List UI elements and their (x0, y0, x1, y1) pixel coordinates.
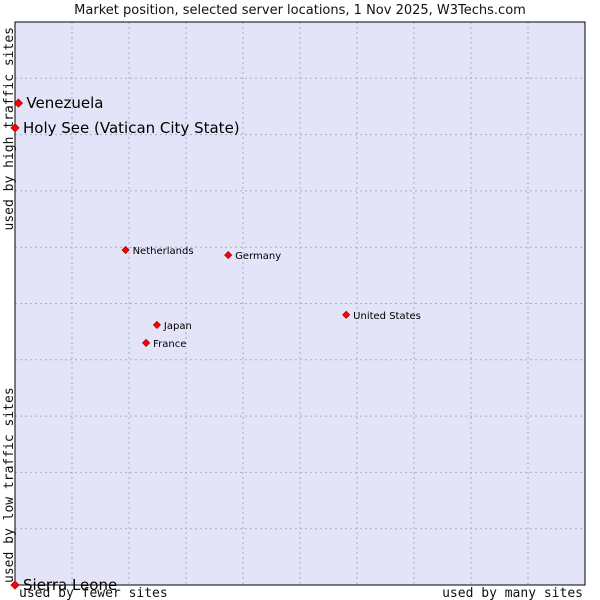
x-axis-label-low: used by fewer sites (19, 586, 168, 600)
x-axis-label-high: used by many sites (442, 586, 583, 600)
point-marker (13, 98, 23, 108)
point-label: Sierra Leone (23, 576, 117, 594)
point-label: Netherlands (133, 246, 194, 257)
point-marker (142, 338, 151, 347)
point-marker (10, 123, 20, 133)
point-marker (10, 580, 20, 590)
data-point-japan: Japan (152, 320, 192, 332)
point-marker (224, 251, 233, 260)
data-point-netherlands: Netherlands (121, 245, 194, 257)
data-point-france: France (142, 338, 186, 350)
point-marker (342, 310, 351, 319)
grid-lines (15, 22, 585, 585)
point-label: Japan (163, 321, 192, 332)
data-point-sierra-leone: Sierra Leone (10, 576, 117, 594)
point-label: Germany (235, 251, 281, 262)
y-axis-label-high: used by high traffic sites (2, 27, 17, 231)
data-points: Venezuela Holy See (Vatican City State) Ne… (10, 94, 421, 594)
data-point-germany: Germany (224, 251, 281, 262)
point-marker (121, 245, 130, 255)
y-axis-label-low: used by low traffic sites (2, 387, 17, 583)
data-point-holy-see-vatican-city-state: Holy See (Vatican City State) (10, 119, 240, 137)
plot-border (14, 21, 586, 586)
point-label: Venezuela (26, 94, 103, 112)
data-point-venezuela: Venezuela (13, 94, 103, 112)
chart-title: Market position, selected server locatio… (74, 3, 526, 18)
point-label: France (153, 339, 186, 350)
point-label: Holy See (Vatican City State) (23, 119, 240, 137)
point-marker (152, 320, 161, 329)
point-label: United States (353, 311, 421, 322)
data-point-united-states: United States (342, 310, 421, 322)
